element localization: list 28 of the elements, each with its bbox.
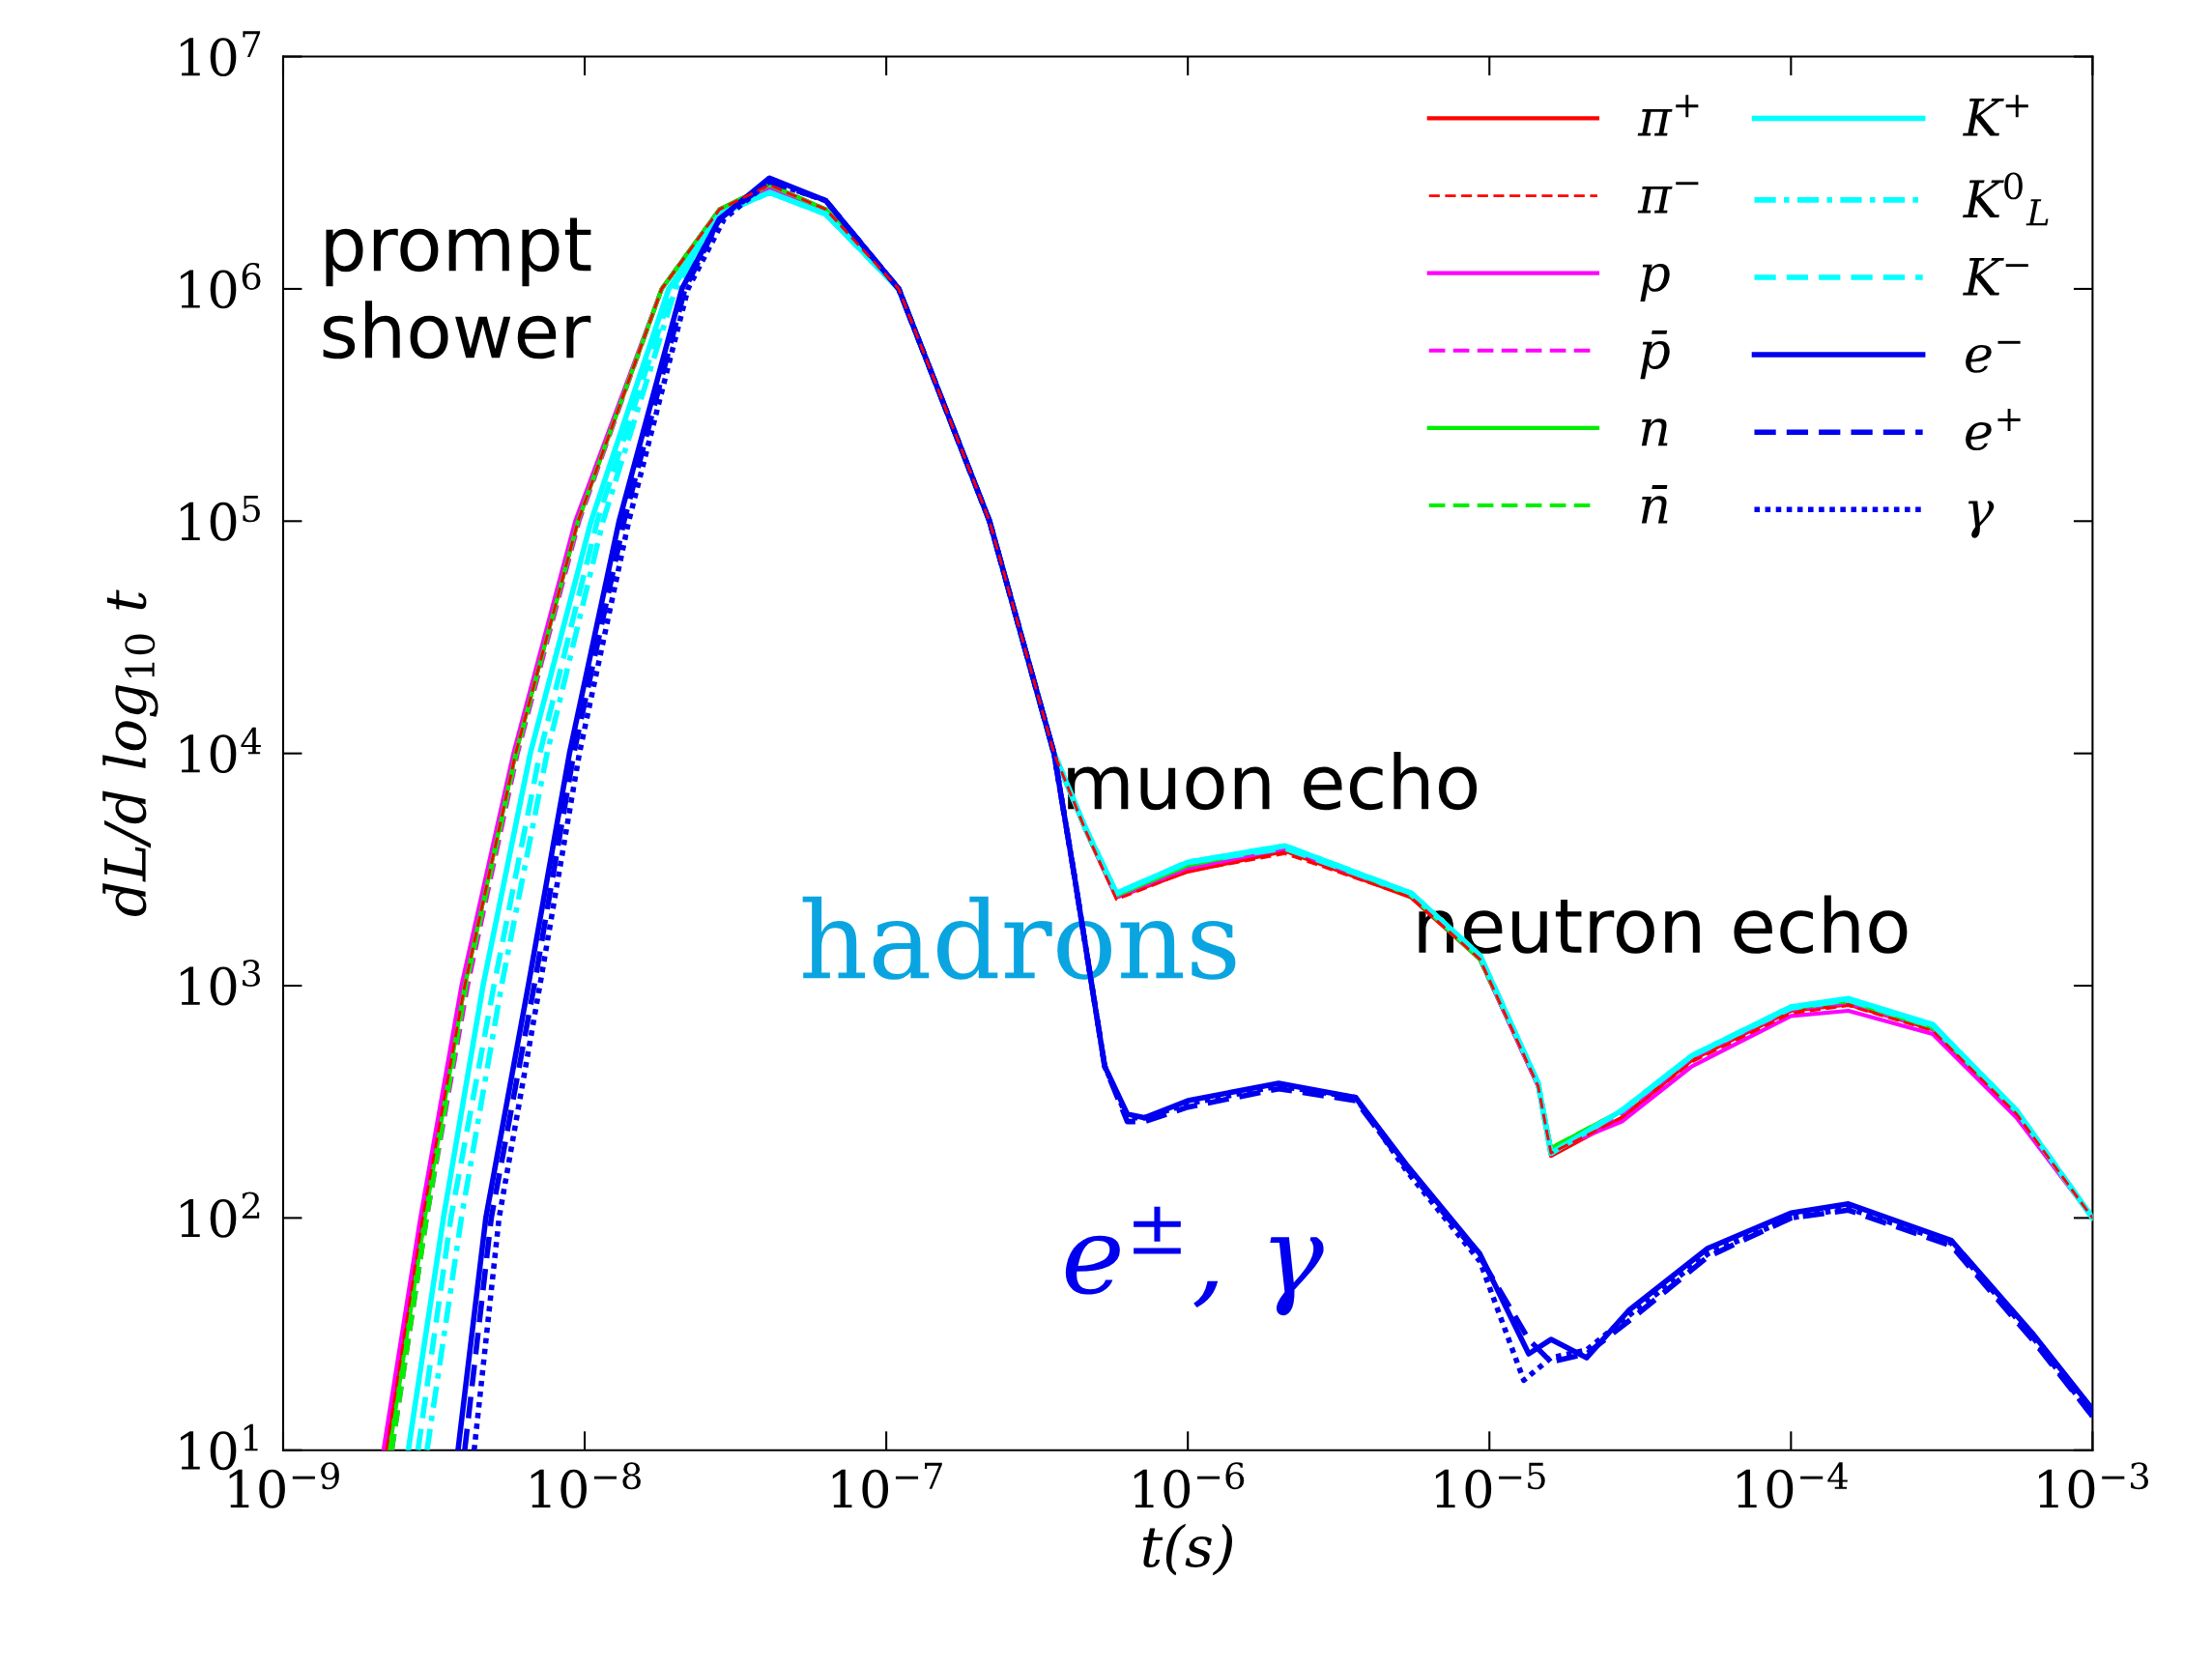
x-tick-label: 10$^{−3}$ [2039,1462,2148,1508]
y-tick-label: 10$^{2}$ [181,1191,260,1238]
y-axis-title: dL/d log$_{10}$ t [102,589,158,916]
legend-label: π$^{+}$ [1637,95,1699,136]
y-tick-label: 10$^{5}$ [181,495,260,541]
y-tick-label: 10$^{6}$ [181,263,261,309]
legend-label: K$^{−}$ [1963,257,2028,296]
legend-label: e$^{+}$ [1966,408,2021,451]
x-tick-label: 10$^{−8}$ [531,1462,641,1508]
legend-label: K$^{0}$$_{L}$ [1963,172,2049,226]
y-tick-label: 10$^{7}$ [181,31,261,77]
legend-label: n̄ [1641,485,1668,524]
y-tick-label: 10$^{4}$ [181,727,261,774]
legend-label: γ [1968,501,1995,538]
legend-label: n [1641,418,1668,446]
legend-label: K$^{+}$ [1963,95,2028,136]
legend-label: π$^{−}$ [1637,182,1699,214]
legend-label: p [1640,263,1670,302]
annotation: prompt shower [323,217,591,359]
y-tick-label: 10$^{3}$ [181,960,261,1006]
legend-label: p̄ [1640,330,1670,380]
x-tick-label: 10$^{−6}$ [1134,1462,1245,1508]
x-tick-label: 10$^{−4}$ [1738,1462,1848,1508]
legend-label: e$^{−}$ [1966,340,2021,373]
annotation: e$^{±}$, γ [1065,1206,1324,1316]
x-tick-label: 10$^{−7}$ [832,1462,942,1508]
x-axis-title: t(s) [1142,1523,1232,1576]
x-tick-label: 10$^{−5}$ [1435,1462,1545,1508]
